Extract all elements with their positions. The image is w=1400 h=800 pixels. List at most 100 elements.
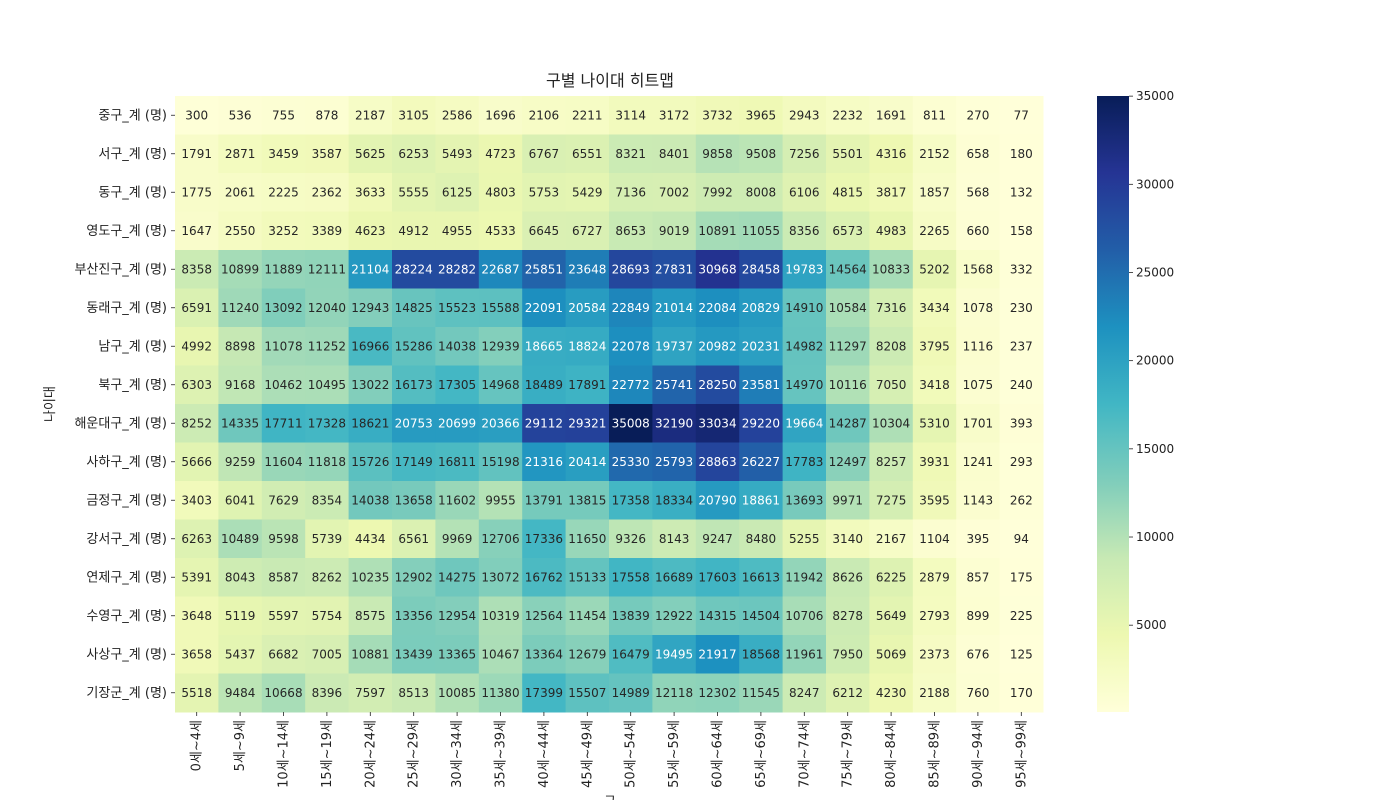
cell-value-label: 20790: [698, 493, 736, 507]
cell-value-label: 28863: [698, 455, 736, 469]
cell-value-label: 35008: [612, 416, 650, 430]
heatmap-cell: [652, 481, 697, 520]
cell-value-label: 3434: [919, 301, 950, 315]
heatmap-cell: [695, 673, 740, 713]
column-label: 90세~94세: [971, 720, 986, 788]
heatmap-cell: [912, 96, 957, 135]
column-label: 10세~14세: [277, 720, 292, 788]
cell-value-label: 4230: [876, 686, 907, 700]
cell-value-label: 180: [1010, 147, 1033, 161]
cell-value-label: 14970: [785, 378, 823, 392]
cell-value-label: 20231: [742, 339, 780, 353]
cell-value-label: 3648: [181, 609, 212, 623]
cell-value-label: 19783: [785, 262, 823, 276]
cell-value-label: 5555: [398, 185, 429, 199]
cell-value-label: 132: [1010, 185, 1033, 199]
column-label: 25세~29세: [407, 720, 422, 788]
cell-value-label: 10706: [785, 609, 823, 623]
heatmap-cell: [565, 558, 610, 597]
cell-value-label: 2188: [919, 686, 950, 700]
heatmap-cell: [348, 365, 393, 405]
heatmap-cell: [695, 519, 740, 559]
heatmap-cell: [609, 442, 653, 482]
heatmap-cell: [609, 519, 653, 559]
heatmap-cell: [305, 635, 350, 674]
heatmap-cell: [348, 173, 393, 212]
cell-value-label: 18665: [525, 339, 563, 353]
cell-value-label: 125: [1010, 647, 1033, 661]
heatmap-cell: [218, 635, 263, 674]
heatmap-cell: [609, 96, 653, 135]
heatmap-cell: [999, 288, 1044, 328]
heatmap-cell: [305, 558, 350, 597]
cell-value-label: 1701: [963, 416, 994, 430]
cell-value-label: 13439: [395, 647, 433, 661]
cell-value-label: 18621: [351, 416, 389, 430]
row-label: 영도구_계 (명): [86, 224, 167, 239]
heatmap-cell: [652, 250, 697, 289]
cell-value-label: 755: [272, 108, 295, 122]
heatmap-cell: [435, 442, 480, 482]
heatmap-cell: [999, 134, 1044, 174]
cell-value-label: 29112: [525, 416, 563, 430]
x-axis-title: 구: [604, 795, 616, 800]
heatmap-cell: [956, 635, 1001, 674]
cell-value-label: 6561: [398, 532, 429, 546]
cell-value-label: 13365: [438, 647, 476, 661]
cell-value-label: 23648: [568, 262, 606, 276]
cell-value-label: 1241: [963, 455, 994, 469]
heatmap-cell: [348, 134, 393, 174]
cell-value-label: 11604: [264, 455, 302, 469]
cell-value-label: 20753: [395, 416, 433, 430]
heatmap-cell: [826, 288, 870, 328]
heatmap-cell: [392, 519, 436, 559]
heatmap-cell: [739, 635, 784, 674]
cell-value-label: 10467: [481, 647, 519, 661]
cell-value-label: 16762: [525, 570, 563, 584]
heatmap-cell: [999, 211, 1044, 251]
cell-value-label: 536: [229, 108, 252, 122]
cell-value-label: 5739: [312, 532, 343, 546]
cell-value-label: 11380: [481, 686, 519, 700]
cell-value-label: 12111: [308, 262, 346, 276]
heatmap-cell: [869, 673, 914, 713]
heatmap-cell: [565, 673, 610, 713]
cell-value-label: 15726: [351, 455, 389, 469]
heatmap-cell: [565, 365, 610, 405]
heatmap-cell: [261, 327, 306, 366]
heatmap-cell: [522, 365, 567, 405]
heatmap-cell: [392, 173, 436, 212]
cell-value-label: 29321: [568, 416, 606, 430]
cell-value-label: 18568: [742, 647, 780, 661]
cell-value-label: 7256: [789, 147, 820, 161]
cell-value-label: 7275: [876, 493, 907, 507]
heatmap-cell: [348, 404, 393, 443]
heatmap-cell: [652, 134, 697, 174]
heatmap-cell: [522, 96, 567, 135]
cell-value-label: 6551: [572, 147, 603, 161]
heatmap-cell: [305, 404, 350, 443]
heatmap-cell: [739, 519, 784, 559]
cell-value-label: 3459: [268, 147, 299, 161]
cell-value-label: 2106: [529, 108, 560, 122]
cell-value-label: 12302: [698, 686, 736, 700]
cell-value-label: 20366: [481, 416, 519, 430]
cell-value-label: 4434: [355, 532, 386, 546]
cell-value-label: 237: [1010, 339, 1033, 353]
cell-value-label: 4623: [355, 224, 386, 238]
heatmap-cell: [609, 635, 653, 674]
cell-value-label: 2167: [876, 532, 907, 546]
cell-value-label: 22078: [612, 339, 650, 353]
colorbar-tick-label: 35000: [1136, 89, 1174, 103]
heatmap-cell: [478, 404, 523, 443]
cell-value-label: 14504: [742, 609, 780, 623]
cell-value-label: 5310: [919, 416, 950, 430]
cell-value-label: 17399: [525, 686, 563, 700]
cell-value-label: 22772: [612, 378, 650, 392]
heatmap-cell: [261, 519, 306, 559]
heatmap-cell: [305, 596, 350, 636]
cell-value-label: 11961: [785, 647, 823, 661]
cell-value-label: 4992: [181, 339, 212, 353]
cell-value-label: 300: [185, 108, 208, 122]
